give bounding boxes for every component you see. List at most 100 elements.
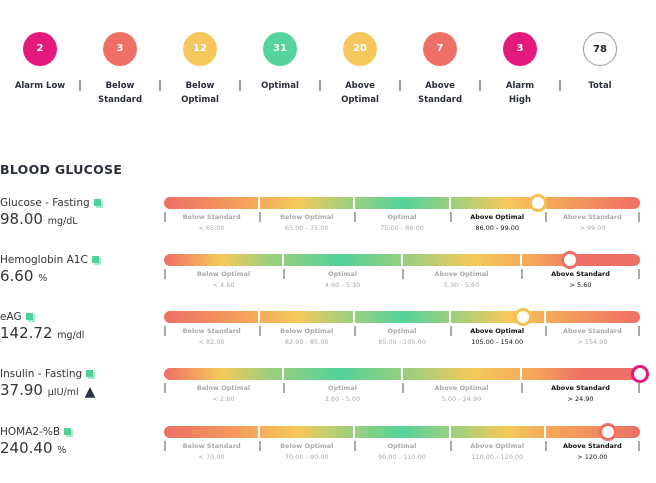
segment-divider: [258, 197, 261, 209]
summary-alarm-high[interactable]: 3 Alarm High: [480, 32, 560, 107]
summary-below-optimal[interactable]: 12 Below Optimal: [160, 32, 240, 107]
range-tick: [259, 441, 262, 451]
summary-label: Above Standard: [417, 81, 463, 105]
range-tick: [164, 441, 166, 451]
summary-label: Alarm High: [505, 81, 535, 105]
segment-divider: [448, 197, 451, 209]
range-segment: Below Optimal < 2.60: [196, 384, 251, 403]
range-segment: Below Standard < 82.00: [182, 327, 241, 346]
divider: [159, 80, 161, 91]
summary-label: Total: [588, 81, 612, 91]
summary-above-standard[interactable]: 7 Above Standard: [400, 32, 480, 107]
summary-label: Optimal: [261, 81, 299, 91]
range-segment: Above Optimal 86.00 - 99.00: [470, 213, 525, 232]
range-segment: Optimal 85.00 - 105.00: [378, 327, 426, 346]
summary-label: Below Optimal: [181, 81, 219, 105]
range-segment: Below Optimal 82.00 - 85.00: [280, 327, 334, 346]
range-tick: [259, 326, 262, 336]
range-tick: [164, 269, 166, 279]
range-bar: [164, 365, 649, 383]
range-tick: [402, 383, 404, 393]
range-segment: Below Standard < 65.00: [182, 213, 241, 232]
range-tick: [259, 212, 262, 222]
biomarker-name[interactable]: Hemoglobin A1C: [0, 254, 99, 266]
range-tick: [521, 269, 523, 279]
warning-icon[interactable]: ▲: [84, 384, 96, 400]
range-tick: [283, 383, 285, 393]
summary-below-standard[interactable]: 3 Below Standard: [80, 32, 160, 107]
count-badge: 3: [103, 32, 137, 66]
value-marker: [561, 251, 580, 269]
divider: [239, 80, 241, 91]
divider: [559, 80, 561, 91]
range-bar: [164, 194, 640, 212]
copy-icon[interactable]: [93, 199, 101, 206]
copy-icon[interactable]: [64, 428, 72, 435]
range-tick: [638, 269, 640, 279]
value-marker: [631, 365, 649, 383]
range-segment: Above Standard > 120.00: [563, 442, 622, 461]
segment-divider: [543, 426, 546, 438]
segment-divider: [353, 311, 356, 323]
copy-icon[interactable]: [25, 313, 33, 320]
segment-divider: [282, 254, 284, 266]
section-title: BLOOD GLUCOSE: [0, 162, 123, 177]
range-segment: Optimal 4.60 - 5.30: [324, 270, 361, 289]
summary-label: Alarm Low: [14, 81, 66, 91]
summary-above-optimal[interactable]: 20 Above Optimal: [320, 32, 400, 107]
biomarker-name[interactable]: eAG: [0, 311, 33, 323]
summary-total[interactable]: 78 Total: [560, 32, 640, 93]
divider: [479, 80, 481, 91]
range-tick: [449, 326, 452, 336]
summary-label: Below Standard: [97, 81, 143, 105]
segment-divider: [353, 426, 356, 438]
range-tick: [354, 326, 357, 336]
summary-optimal[interactable]: 31 Optimal: [240, 32, 320, 93]
unit: %: [57, 445, 67, 456]
range-segment: Above Standard > 99.00: [563, 213, 622, 232]
copy-icon[interactable]: [91, 256, 99, 263]
range-tick: [449, 212, 452, 222]
biomarker-value: 37.90 µIU/ml ▲: [0, 381, 96, 400]
range-tick: [164, 326, 166, 336]
biomarker-name[interactable]: Insulin - Fasting: [0, 368, 94, 380]
count-badge: 12: [183, 32, 217, 66]
range-segment: Optimal 2.60 - 5.00: [324, 384, 361, 403]
unit: mg/dl: [57, 330, 85, 341]
range-tick: [449, 441, 452, 451]
biomarker-row: Glucose - Fasting 98.00 mg/dL Below Stand…: [0, 194, 656, 254]
count-badge: 31: [263, 32, 297, 66]
biomarker-row: eAG 142.72 mg/dl Below Standard < 82.00 Bel…: [0, 308, 656, 368]
biomarker-row: HOMA2-%B 240.40 % Below Standard < 70.00 Be…: [0, 423, 656, 483]
range-tick: [402, 269, 404, 279]
range-segment: Above Standard > 154.00: [563, 327, 622, 346]
range-tick: [638, 383, 640, 393]
summary-alarm-low[interactable]: 2 Alarm Low: [0, 32, 80, 93]
range-tick: [164, 383, 166, 393]
segment-divider: [448, 426, 451, 438]
unit: %: [38, 273, 48, 284]
range-tick: [638, 212, 640, 222]
range-tick: [544, 441, 547, 451]
biomarker-name[interactable]: Glucose - Fasting: [0, 197, 101, 209]
segment-divider: [401, 368, 403, 380]
count-badge: 2: [23, 32, 57, 66]
divider: [399, 80, 401, 91]
biomarker-name[interactable]: HOMA2-%B: [0, 426, 72, 438]
segment-divider: [543, 311, 546, 323]
count-badge: 78: [583, 32, 617, 66]
range-bar: [164, 308, 640, 326]
range-segment: Optimal 75.00 - 86.00: [380, 213, 424, 232]
range-segment: Optimal 90.00 - 110.00: [378, 442, 426, 461]
biomarker-row: Insulin - Fasting 37.90 µIU/ml ▲ Below Opt…: [0, 365, 656, 425]
divider: [79, 80, 81, 91]
divider: [319, 80, 321, 91]
range-segment: Below Optimal 65.00 - 75.00: [280, 213, 334, 232]
segment-divider: [448, 311, 451, 323]
copy-icon[interactable]: [86, 370, 94, 377]
range-segment: Above Standard > 24.90: [551, 384, 610, 403]
range-segment: Above Optimal 105.00 - 154.00: [470, 327, 525, 346]
count-badge: 7: [423, 32, 457, 66]
range-bar: [164, 423, 640, 441]
biomarker-value: 240.40 %: [0, 439, 67, 457]
